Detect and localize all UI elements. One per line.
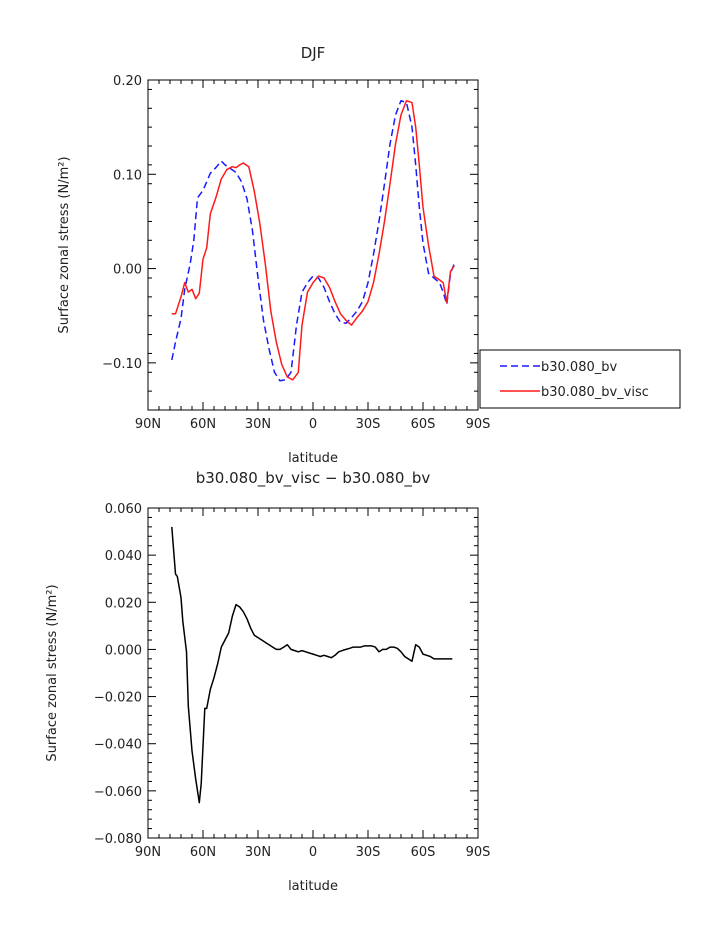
bottom-panel: b30.080_bv_visc − b30.080_bv 90N 60N 30N 0 3… [45, 469, 490, 894]
top-y-tick-label: 0.20 [113, 74, 142, 89]
bottom-x-tick-label: 30N [245, 845, 271, 860]
bottom-y-axis-title: Surface zonal stress (N/m²) [45, 584, 60, 761]
legend-label-bv: b30.080_bv [541, 360, 617, 375]
top-x-tick-label: 30N [245, 417, 271, 432]
top-x-tick-label: 0 [309, 417, 317, 432]
legend-label-bv-visc: b30.080_bv_visc [541, 385, 649, 400]
bottom-chart-title: b30.080_bv_visc − b30.080_bv [196, 469, 431, 488]
top-x-axis-title: latitude [288, 451, 338, 466]
bottom-x-tick-label: 30S [356, 845, 381, 860]
top-panel: DJF 90N 60N 30N 0 30S 60S 90S −0.10 0.00 0.10 0.20… [57, 44, 490, 466]
bottom-y-tick-label: 0.060 [105, 502, 142, 517]
bottom-y-tick-label: −0.060 [94, 785, 142, 800]
bottom-x-tick-label: 60N [190, 845, 216, 860]
bottom-y-tick-label: −0.020 [94, 691, 142, 706]
bottom-y-tick-label: −0.040 [94, 738, 142, 753]
legend-box [479, 349, 681, 409]
top-series-group [171, 99, 455, 382]
bottom-x-tick-label: 90N [135, 845, 161, 860]
top-x-tick-label: 60S [411, 417, 436, 432]
bottom-axis-ticks: 90N 60N 30N 0 30S 60S 90S −0.080 −0.060 −0.040 −0.… [94, 502, 491, 860]
bottom-y-tick-label: −0.080 [94, 832, 142, 847]
top-y-axis-title: Surface zonal stress (N/m²) [57, 156, 72, 333]
bottom-x-tick-label: 90S [466, 845, 491, 860]
bottom-series-line-difference [171, 526, 453, 804]
bottom-y-tick-label: 0.020 [105, 596, 142, 611]
top-series-line-b30-080-bv [171, 99, 455, 382]
top-x-tick-label: 90N [135, 417, 161, 432]
top-chart-title: DJF [301, 44, 326, 62]
top-x-tick-label: 60N [190, 417, 216, 432]
top-x-tick-label: 30S [356, 417, 381, 432]
top-axis-ticks: 90N 60N 30N 0 30S 60S 90S −0.10 0.00 0.10 0.20 [102, 74, 490, 432]
top-x-tick-label: 90S [466, 417, 491, 432]
bottom-series-group [171, 526, 453, 804]
bottom-x-axis-title: latitude [288, 879, 338, 894]
top-series-line-b30-080-bv-visc [171, 99, 455, 381]
bottom-y-tick-label: 0.040 [105, 549, 142, 564]
bottom-x-tick-label: 0 [309, 845, 317, 860]
legend: b30.080_bv b30.080_bv_visc [479, 349, 681, 409]
top-y-tick-label: −0.10 [102, 357, 142, 372]
bottom-x-tick-label: 60S [411, 845, 436, 860]
bottom-y-tick-label: 0.000 [105, 643, 142, 658]
top-y-tick-label: 0.10 [113, 168, 142, 183]
top-y-tick-label: 0.00 [113, 263, 142, 278]
